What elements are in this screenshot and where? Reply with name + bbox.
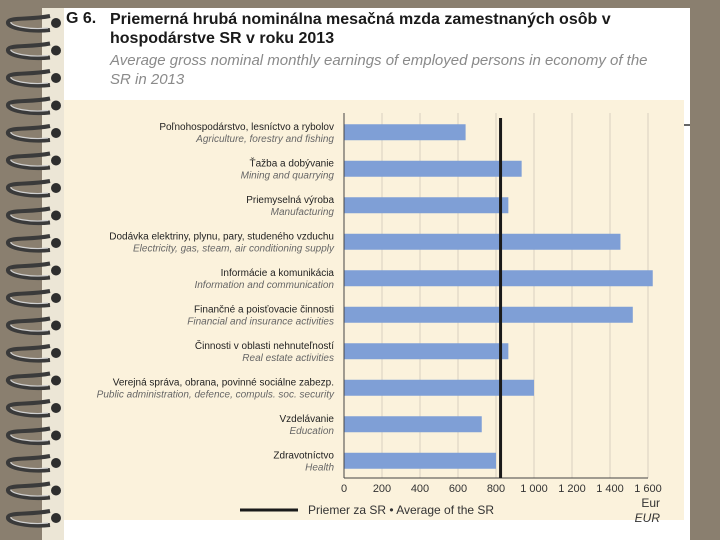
spiral-ring xyxy=(6,96,61,115)
category-label-sk: Informácie a komunikácia xyxy=(221,268,335,279)
bar xyxy=(344,452,496,469)
category-label-en: Financial and insurance activities xyxy=(187,317,334,328)
category-label-en: Agriculture, forestry and fishing xyxy=(195,134,334,145)
category-label-en: Health xyxy=(305,463,334,474)
bar xyxy=(344,233,621,250)
bar xyxy=(344,160,522,177)
spiral-ring xyxy=(6,179,61,198)
x-tick-label: 600 xyxy=(449,483,467,495)
spiral-ring xyxy=(6,151,61,170)
category-label-sk: Vzdelávanie xyxy=(280,414,335,425)
x-tick-label: 200 xyxy=(373,483,391,495)
x-axis-unit-en: EUR xyxy=(635,511,661,525)
bar xyxy=(344,197,509,214)
bar xyxy=(344,343,509,360)
category-label-en: Information and communication xyxy=(194,280,334,291)
category-label-sk: Finančné a poisťovacie činnosti xyxy=(194,305,334,316)
spiral-ring xyxy=(6,289,61,308)
category-label-en: Mining and quarrying xyxy=(241,171,335,182)
spiral-ring xyxy=(6,14,61,33)
spiral-ring xyxy=(6,399,61,418)
category-label-sk: Dodávka elektriny, plynu, pary, studenéh… xyxy=(109,232,334,243)
figure-title-en: Average gross nominal monthly earnings o… xyxy=(110,52,648,88)
x-tick-label: 800 xyxy=(487,483,505,495)
spiral-ring xyxy=(6,426,61,445)
spiral-ring xyxy=(6,69,61,88)
spiral-ring xyxy=(6,206,61,225)
category-label-en: Manufacturing xyxy=(271,207,335,218)
category-label-en: Education xyxy=(290,426,335,437)
spiral-ring xyxy=(6,316,61,335)
bar xyxy=(344,416,482,433)
category-label-sk: Poľnohospodárstvo, lesníctvo a rybolov xyxy=(159,122,334,133)
category-label-sk: Verejná správa, obrana, povinné sociálne… xyxy=(113,378,334,389)
spiral-ring xyxy=(6,41,61,60)
category-label-sk: Ťažba a dobývanie xyxy=(249,157,334,170)
category-label-en: Public administration, defence, compuls.… xyxy=(97,390,335,401)
spiral-ring xyxy=(6,261,61,280)
spiral-ring xyxy=(6,124,61,143)
bar xyxy=(344,270,653,287)
category-label-en: Electricity, gas, steam, air conditionin… xyxy=(133,244,335,255)
spiral-ring xyxy=(6,371,61,390)
x-axis-unit-sk: Eur xyxy=(641,496,660,510)
spiral-binding xyxy=(6,14,61,528)
bar xyxy=(344,379,534,396)
edge-tick xyxy=(684,124,690,126)
figure-code: G 6. xyxy=(66,10,97,27)
legend-label: Priemer za SR • Average of the SR xyxy=(308,503,494,517)
x-tick-label: 1 000 xyxy=(520,483,548,495)
category-label-en: Real estate activities xyxy=(242,353,334,364)
spiral-ring xyxy=(6,234,61,253)
x-tick-label: 0 xyxy=(341,483,347,495)
x-tick-label: 1 200 xyxy=(558,483,586,495)
category-label-sk: Činnosti v oblasti nehnuteľností xyxy=(195,339,334,352)
figure-title-sk: Priemerná hrubá nominálna mesačná mzda z… xyxy=(110,11,611,47)
x-tick-label: 1 400 xyxy=(596,483,624,495)
category-label-sk: Priemyselná výroba xyxy=(246,195,334,206)
spiral-ring xyxy=(6,454,61,473)
x-tick-label: 1 600 xyxy=(634,483,662,495)
bar xyxy=(344,306,633,323)
spiral-ring xyxy=(6,481,61,500)
category-label-sk: Zdravotníctvo xyxy=(273,451,334,462)
bar xyxy=(344,124,466,141)
spiral-ring xyxy=(6,509,61,528)
x-tick-label: 400 xyxy=(411,483,429,495)
spiral-ring xyxy=(6,344,61,363)
